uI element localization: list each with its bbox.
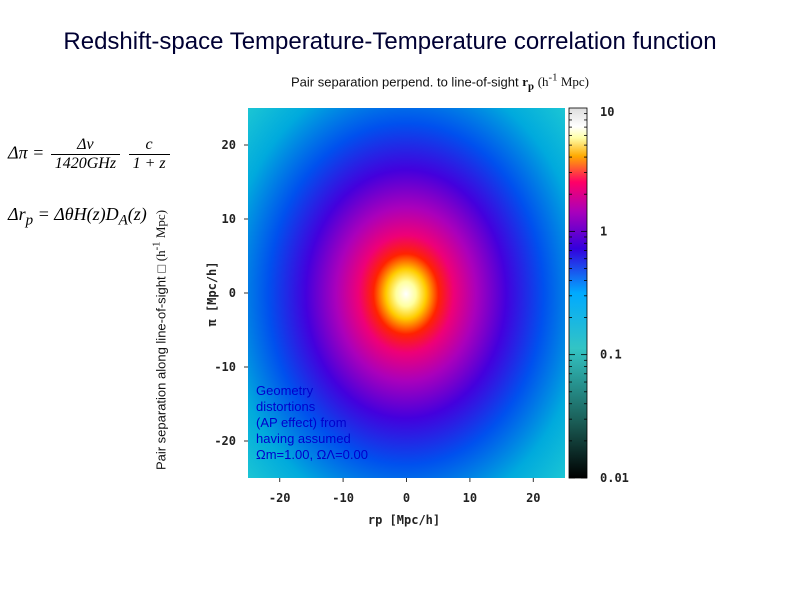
y-tick-label: -10 xyxy=(214,360,236,374)
y-axis: -20 -10 0 10 20 xyxy=(214,138,248,448)
top-axis-label-unit: (h-1 Mpc) xyxy=(537,72,589,90)
slide-title: Redshift-space Temperature-Temperature c… xyxy=(63,28,717,55)
plot-area xyxy=(248,108,565,478)
x-axis-label: rp [Mpc/h] xyxy=(368,513,440,527)
colorbar-gradient xyxy=(568,107,588,479)
annotation-line: Geometry xyxy=(256,383,314,398)
colorbar-tick-label: 0.1 xyxy=(600,348,622,362)
y-tick-label: -20 xyxy=(214,434,236,448)
annotation-line: Ωm=1.00, ΩΛ=0.00 xyxy=(256,447,368,462)
x-tick-label: 20 xyxy=(526,491,540,505)
colorbar-tick-label: 1 xyxy=(600,224,607,238)
x-tick-label: -10 xyxy=(332,491,354,505)
x-axis: -20 -10 0 10 20 xyxy=(269,478,541,505)
annotation-line: (AP effect) from xyxy=(256,415,347,430)
correlation-heatmap xyxy=(248,108,565,478)
ap-effect-annotation: Geometry distortions (AP effect) from ha… xyxy=(256,383,396,463)
y-tick-label: 0 xyxy=(229,286,236,300)
colorbar-ticks: 10 1 0.1 0.01 xyxy=(569,105,629,485)
annotation-line: having assumed xyxy=(256,431,351,446)
x-tick-label: -20 xyxy=(269,491,291,505)
top-axis-label-symbol: rp xyxy=(522,74,535,93)
annotation-line: distortions xyxy=(256,399,316,414)
colorbar-tick-label: 10 xyxy=(600,105,614,119)
y-tick-label: 10 xyxy=(222,212,236,226)
colorbar: 10 1 0.1 0.01 xyxy=(568,105,629,485)
equation-delta-rp: Δrp = ΔθH(z)DA(z) xyxy=(8,204,147,229)
top-axis-label: Pair separation perpend. to line-of-sigh… xyxy=(160,72,720,93)
colorbar-tick-label: 0.01 xyxy=(600,471,629,485)
y-axis-label: π [Mpc/h] xyxy=(205,261,219,326)
x-tick-label: 10 xyxy=(463,491,477,505)
y-tick-label: 20 xyxy=(222,138,236,152)
x-tick-label: 0 xyxy=(403,491,410,505)
top-axis-label-text: Pair separation perpend. to line-of-sigh… xyxy=(291,74,519,90)
